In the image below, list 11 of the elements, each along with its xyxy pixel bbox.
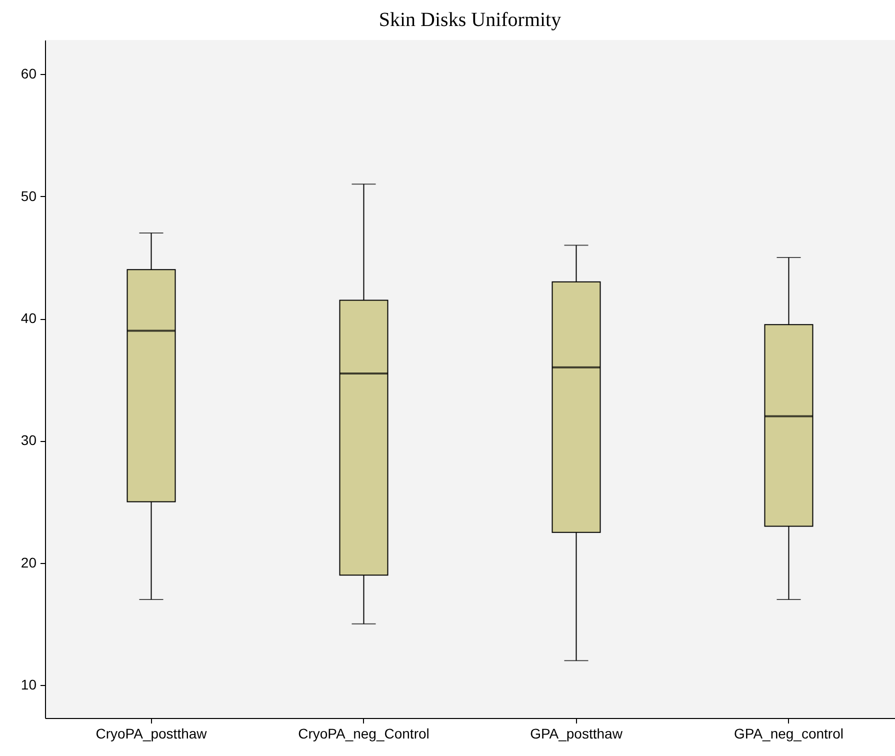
x-tick-label: GPA_postthaw xyxy=(530,726,624,742)
x-tick-label: GPA_neg_control xyxy=(734,726,844,742)
y-tick-label: 40 xyxy=(20,310,37,326)
y-tick-label: 30 xyxy=(20,432,37,448)
y-tick-label: 20 xyxy=(20,554,37,570)
y-tick-label: 60 xyxy=(20,66,37,82)
y-tick-label: 50 xyxy=(20,188,37,204)
chart-title: Skin Disks Uniformity xyxy=(378,9,562,31)
x-tick-label: CryoPA_neg_Control xyxy=(298,726,430,742)
x-tick-label: CryoPA_postthaw xyxy=(96,726,208,742)
y-tick-label: 10 xyxy=(20,676,37,693)
